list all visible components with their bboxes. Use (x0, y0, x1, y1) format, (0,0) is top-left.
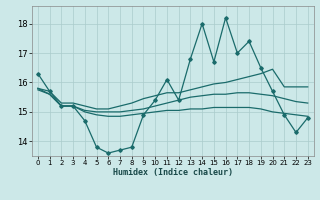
X-axis label: Humidex (Indice chaleur): Humidex (Indice chaleur) (113, 168, 233, 177)
